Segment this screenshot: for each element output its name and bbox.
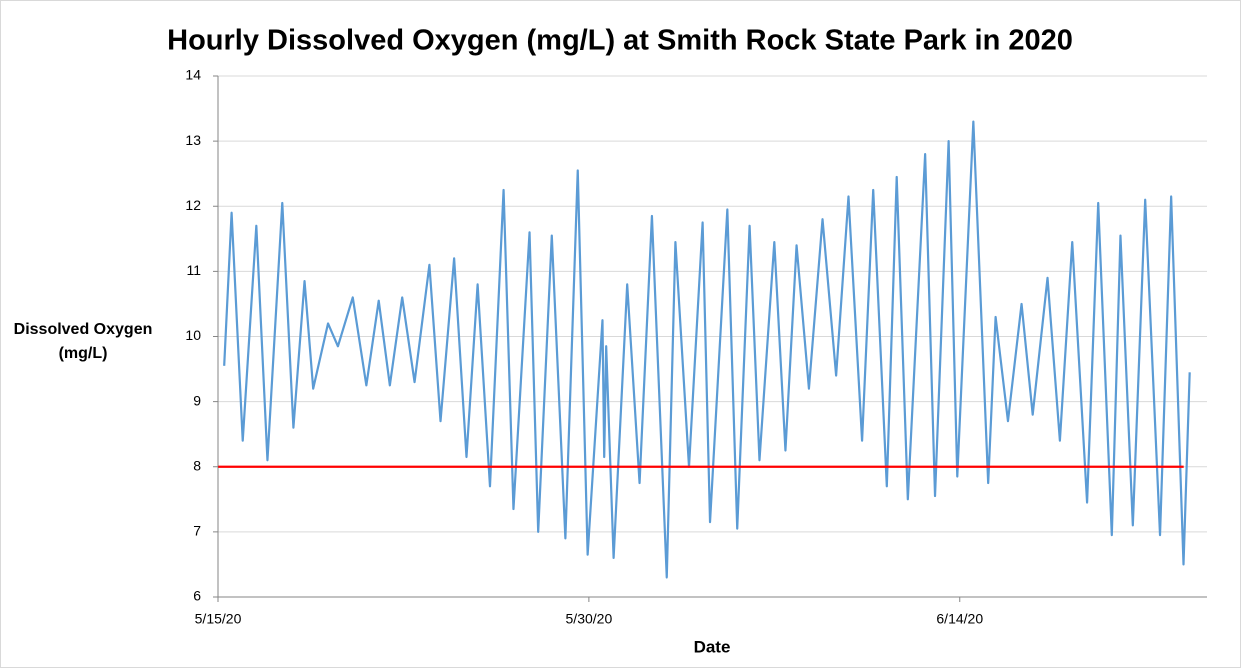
- y-tick-label: 8: [193, 457, 201, 473]
- x-axis-label: Date: [694, 637, 731, 656]
- y-tick-label: 11: [186, 262, 201, 278]
- y-tick-label: 14: [185, 67, 201, 83]
- y-tick-label: 12: [185, 197, 201, 213]
- y-axis-label: Dissolved Oxygen (mg/L): [13, 321, 153, 362]
- data-line: [223, 120, 1191, 579]
- x-tick-label: 6/14/20: [936, 611, 983, 627]
- y-axis-label-box: Dissolved Oxygen (mg/L): [13, 321, 153, 362]
- y-tick-label: 9: [193, 392, 201, 408]
- x-tick-label: 5/15/20: [195, 611, 242, 627]
- y-tick-label: 6: [193, 588, 201, 604]
- y-tick-label: 10: [185, 327, 201, 343]
- y-tick-label: 13: [185, 132, 201, 148]
- y-tick-label: 7: [193, 523, 201, 539]
- x-tick-label: 5/30/20: [566, 611, 613, 627]
- chart-title: Hourly Dissolved Oxygen (mg/L) at Smith …: [167, 25, 1073, 57]
